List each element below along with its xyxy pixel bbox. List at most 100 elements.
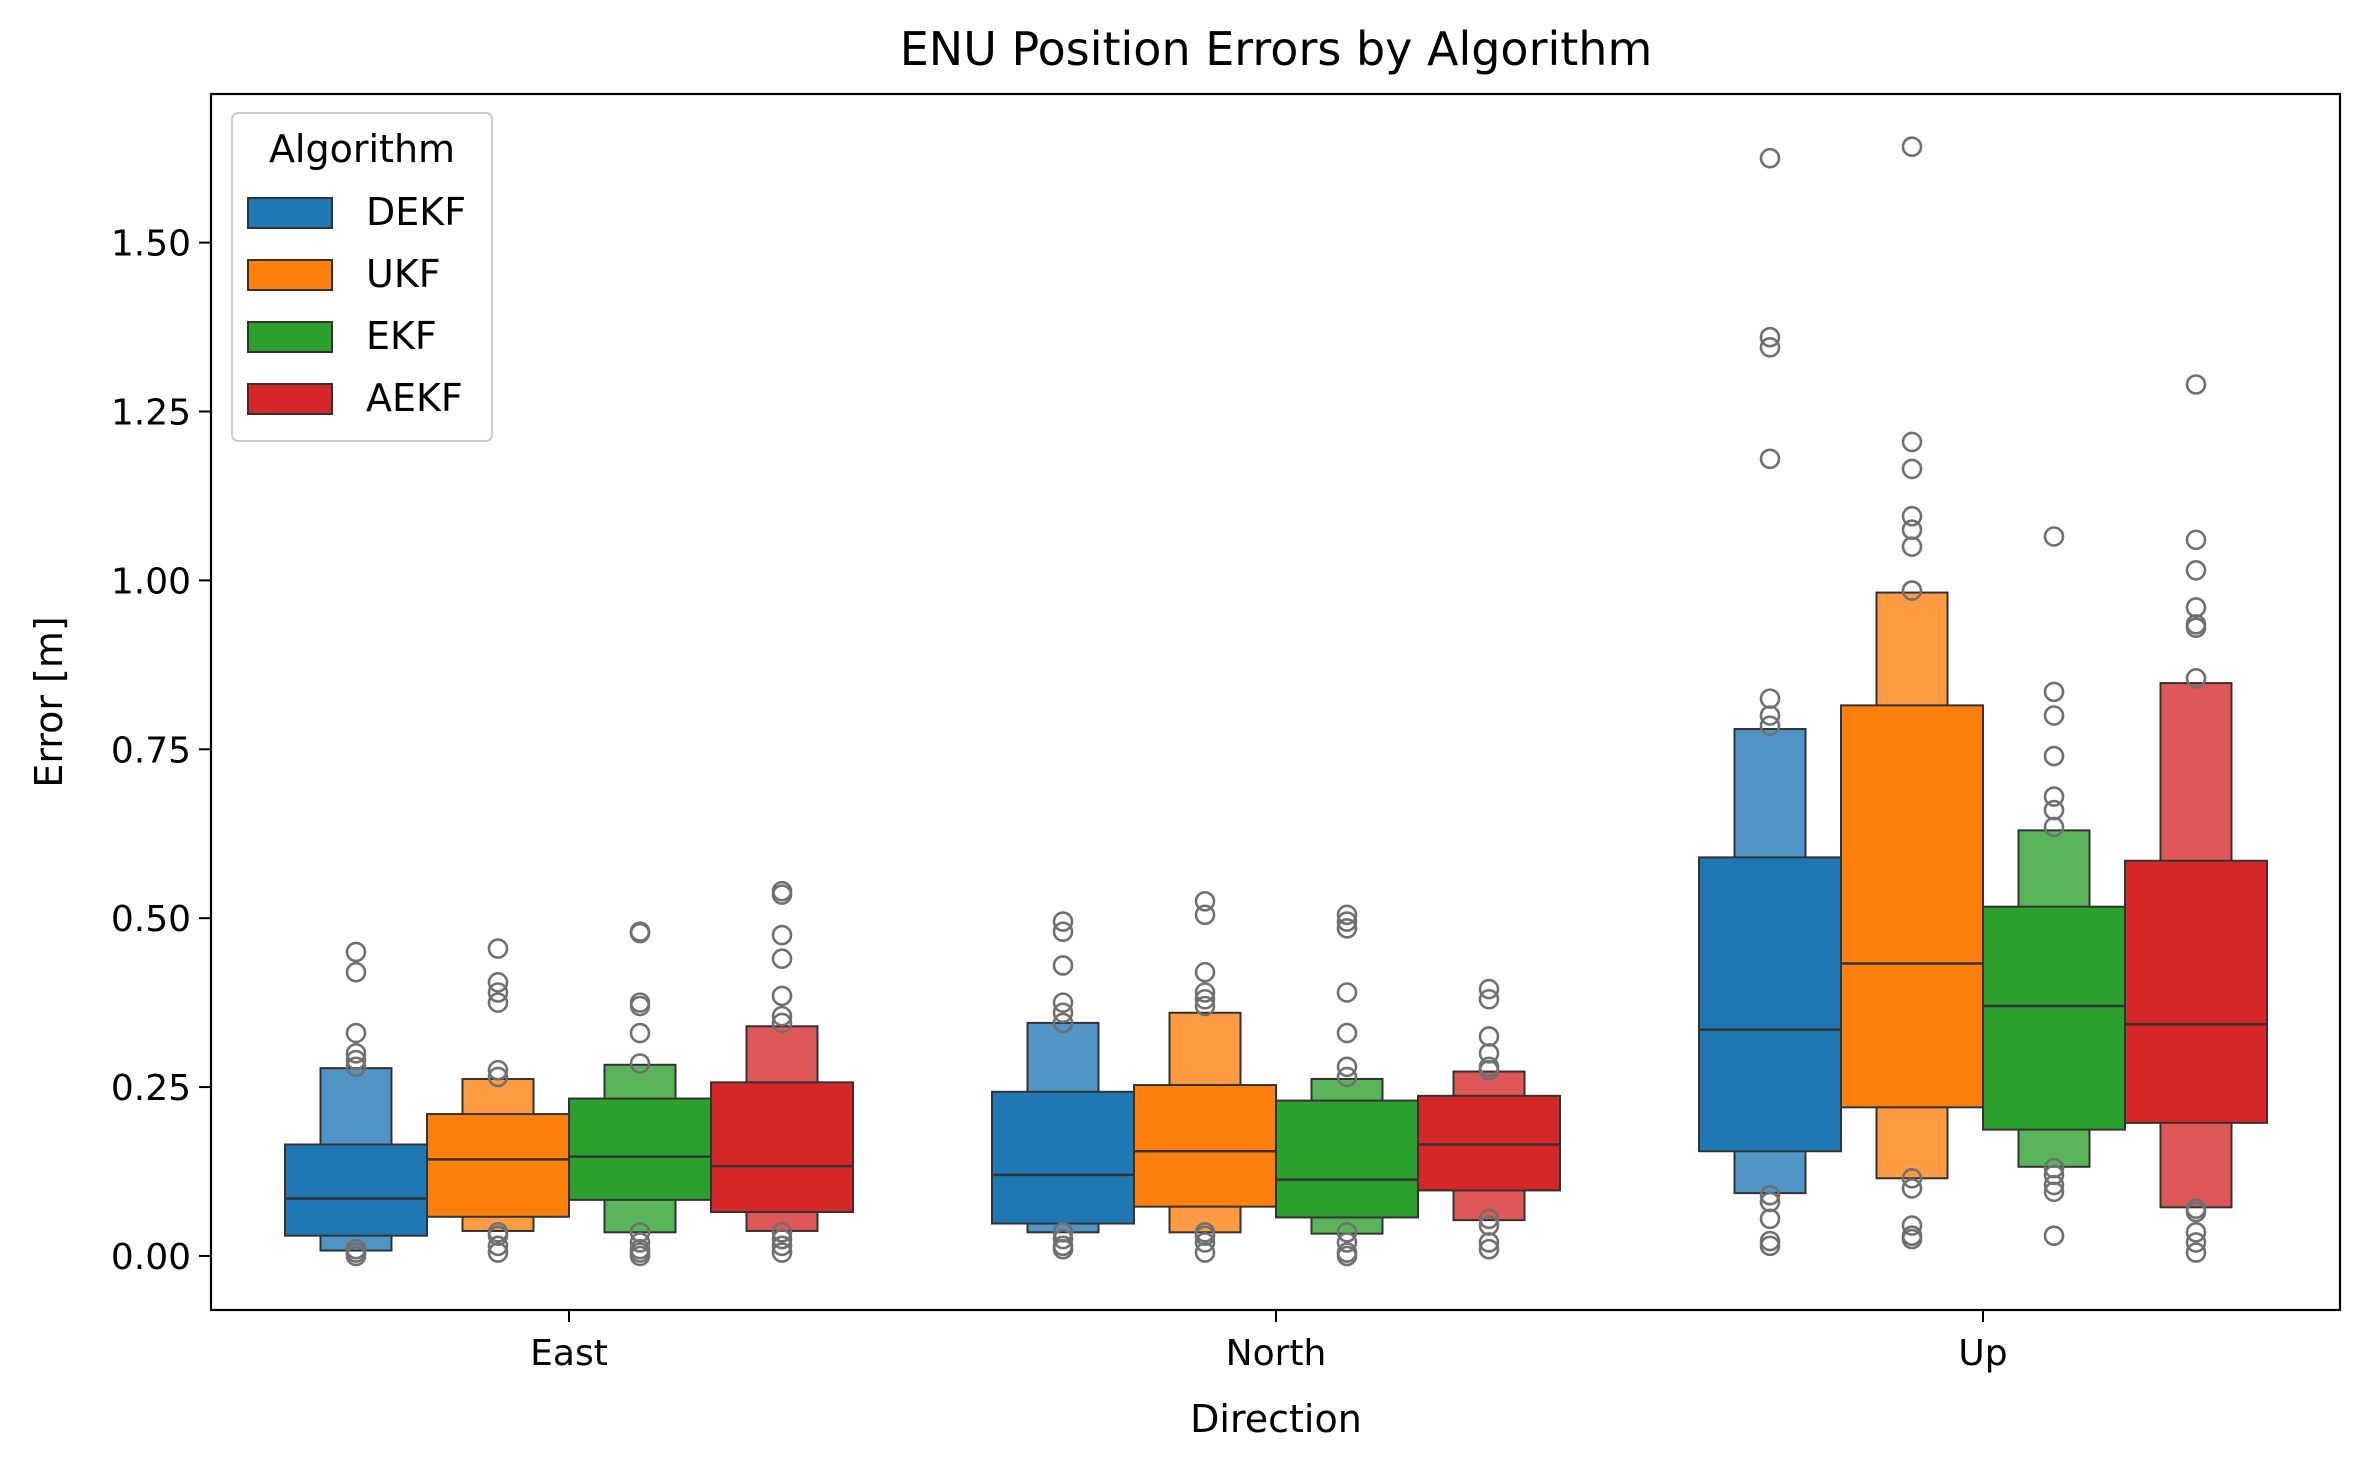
outlier-point	[1336, 1022, 1358, 1044]
outlier-point	[1901, 536, 1923, 557]
outlier-point	[1052, 1228, 1074, 1250]
outlier-point	[1759, 715, 1781, 736]
outlier-point	[1478, 988, 1500, 1010]
outlier-point	[1336, 911, 1358, 932]
legend: Algorithm DEKF UKF EKF AEKF	[231, 112, 493, 442]
chart-title: ENU Position Errors by Algorithm	[900, 22, 1653, 76]
outlier-point	[1194, 1232, 1216, 1253]
outlier-point	[629, 1022, 651, 1044]
outlier-point	[1336, 1232, 1358, 1253]
outlier-point	[487, 1066, 509, 1088]
outlier-point	[487, 938, 509, 959]
outlier-point	[2043, 786, 2065, 807]
outlier-point	[2185, 559, 2207, 581]
outlier-point	[345, 1245, 367, 1267]
outlier-point	[1759, 147, 1781, 169]
outlier-point	[2043, 681, 2065, 703]
outlier-point	[487, 992, 509, 1013]
outlier-point	[1901, 458, 1923, 480]
outlier-point	[345, 961, 367, 983]
outlier-point	[771, 884, 793, 905]
y-tick-label: 0.50	[111, 899, 191, 940]
outlier-point	[345, 1056, 367, 1078]
outlier-point	[1759, 705, 1781, 726]
outlier-point	[1052, 1012, 1074, 1034]
outlier-point	[345, 941, 367, 963]
axes: 0.00 0.25 0.50 0.75 1.00 1.25 1.50 East North Up	[111, 224, 2008, 1374]
outlier-point	[2043, 526, 2065, 547]
outlier-point	[2043, 1181, 2065, 1203]
outlier-point	[1478, 1208, 1500, 1230]
outlier-point	[2185, 374, 2207, 395]
outlier-point	[1759, 1208, 1781, 1230]
legend-label-ekf: EKF	[366, 314, 437, 358]
outlier-point	[1478, 1026, 1500, 1047]
outlier-point	[1194, 961, 1216, 983]
outlier-point	[629, 1232, 651, 1253]
outlier-point	[771, 1242, 793, 1263]
outlier-point	[2185, 617, 2207, 638]
boxen-box-ekf-east	[568, 1097, 712, 1201]
plot-area	[284, 136, 2268, 1267]
outlier-point	[1194, 988, 1216, 1010]
outlier-point	[1194, 904, 1216, 926]
outlier-point	[1194, 890, 1216, 912]
outlier-point	[771, 1222, 793, 1243]
boxen-box-ekf-up	[1982, 905, 2126, 1131]
outlier-point	[1336, 918, 1358, 939]
outlier-point	[2185, 1232, 2207, 1253]
outlier-point	[1336, 1245, 1358, 1267]
outlier-point	[771, 924, 793, 946]
boxen-box-dekf-up	[1698, 856, 1842, 1153]
outlier-point	[1901, 431, 1923, 453]
y-tick-label: 0.25	[111, 1068, 191, 1109]
outlier-point	[1759, 1184, 1781, 1206]
outlier-point	[487, 972, 509, 993]
x-axis-label: Direction	[1190, 1397, 1362, 1441]
outlier-point	[1901, 1178, 1923, 1199]
x-tick-label-up: Up	[1958, 1333, 2007, 1374]
legend-frame	[231, 112, 493, 442]
legend-swatch-ukf	[247, 259, 333, 291]
outlier-point	[1759, 688, 1781, 709]
outlier-point	[1759, 337, 1781, 358]
outlier-point	[1194, 982, 1216, 1003]
outlier-point	[1901, 1215, 1923, 1236]
outlier-point	[771, 1228, 793, 1250]
outlier-point	[629, 1245, 651, 1267]
boxen-box-dekf-north	[991, 1090, 1135, 1225]
outlier-point	[1052, 955, 1074, 976]
y-tick-label: 1.50	[111, 224, 191, 265]
outlier-point	[1901, 1167, 1923, 1189]
y-tick-label: 1.25	[111, 393, 191, 434]
outlier-point	[1759, 448, 1781, 470]
outlier-point	[2043, 799, 2065, 821]
outlier-point	[2043, 1174, 2065, 1196]
outlier-point	[1478, 1238, 1500, 1260]
legend-label-dekf: DEKF	[366, 190, 466, 234]
outlier-point	[1759, 326, 1781, 348]
y-axis-label: Error [m]	[27, 616, 71, 787]
boxen-box-ukf-up	[1840, 704, 1984, 1109]
outlier-point	[629, 995, 651, 1017]
outlier-point	[1052, 921, 1074, 942]
outlier-point	[487, 982, 509, 1003]
outlier-point	[2043, 816, 2065, 838]
outlier-point	[2185, 1242, 2207, 1263]
legend-swatch-ekf	[247, 321, 333, 353]
y-tick-label: 0.00	[111, 1237, 191, 1278]
outlier-point	[487, 1059, 509, 1081]
outlier-point	[1052, 1002, 1074, 1024]
outlier-point	[345, 1042, 367, 1064]
outlier-point	[1336, 982, 1358, 1003]
outlier-point	[2185, 529, 2207, 551]
y-tick-label: 0.75	[111, 730, 191, 771]
boxen-box-aekf-north	[1417, 1094, 1561, 1192]
outlier-point	[1336, 1066, 1358, 1088]
outlier-point	[1336, 1222, 1358, 1243]
boxen-box-ekf-north	[1275, 1099, 1419, 1219]
outlier-point	[1052, 1238, 1074, 1260]
outlier-point	[1052, 911, 1074, 932]
legend-label-aekf: AEKF	[366, 376, 463, 420]
